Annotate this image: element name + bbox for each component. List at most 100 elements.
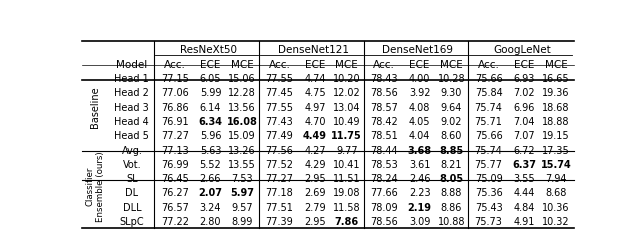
Text: 2.19: 2.19 [408, 202, 431, 212]
Text: 77.55: 77.55 [266, 102, 294, 112]
Text: DLL: DLL [123, 202, 141, 212]
Text: Avg.: Avg. [122, 145, 142, 155]
Text: 2.07: 2.07 [198, 188, 223, 198]
Text: 8.85: 8.85 [439, 145, 463, 155]
Text: 16.65: 16.65 [542, 74, 570, 84]
Text: 3.24: 3.24 [200, 202, 221, 212]
Text: 76.45: 76.45 [161, 174, 189, 184]
Text: DenseNet121: DenseNet121 [278, 45, 349, 55]
Text: 6.93: 6.93 [513, 74, 535, 84]
Text: Acc.: Acc. [269, 60, 291, 70]
Text: 77.18: 77.18 [266, 188, 293, 198]
Text: 76.86: 76.86 [161, 102, 189, 112]
Text: 78.44: 78.44 [370, 145, 398, 155]
Text: 18.68: 18.68 [542, 102, 570, 112]
Text: 4.08: 4.08 [409, 102, 430, 112]
Text: 77.27: 77.27 [161, 131, 189, 141]
Text: 7.07: 7.07 [513, 131, 535, 141]
Text: 75.74: 75.74 [475, 145, 502, 155]
Text: 9.77: 9.77 [336, 145, 358, 155]
Text: 5.63: 5.63 [200, 145, 221, 155]
Text: Head 1: Head 1 [115, 74, 149, 84]
Text: 4.00: 4.00 [409, 74, 430, 84]
Text: 7.02: 7.02 [513, 88, 535, 98]
Text: ResNeXt50: ResNeXt50 [180, 45, 237, 55]
Text: 75.09: 75.09 [475, 174, 502, 184]
Text: Acc.: Acc. [373, 60, 395, 70]
Text: 76.99: 76.99 [161, 159, 189, 169]
Text: 75.77: 75.77 [475, 159, 502, 169]
Text: MCE: MCE [231, 60, 253, 70]
Text: 13.26: 13.26 [228, 145, 256, 155]
Text: 77.49: 77.49 [266, 131, 293, 141]
Text: 77.56: 77.56 [266, 145, 293, 155]
Text: 78.53: 78.53 [370, 159, 398, 169]
Text: 10.41: 10.41 [333, 159, 360, 169]
Text: 8.99: 8.99 [232, 216, 253, 226]
Text: 77.43: 77.43 [266, 116, 293, 126]
Text: Head 4: Head 4 [115, 116, 149, 126]
Text: 4.91: 4.91 [513, 216, 535, 226]
Text: 8.88: 8.88 [441, 188, 462, 198]
Text: 6.72: 6.72 [513, 145, 535, 155]
Text: 75.73: 75.73 [475, 216, 502, 226]
Text: 75.66: 75.66 [475, 74, 502, 84]
Text: 19.15: 19.15 [542, 131, 570, 141]
Text: 78.24: 78.24 [370, 174, 398, 184]
Text: 10.28: 10.28 [438, 74, 465, 84]
Text: SL: SL [126, 174, 138, 184]
Text: GoogLeNet: GoogLeNet [493, 45, 551, 55]
Text: Head 3: Head 3 [115, 102, 149, 112]
Text: 4.04: 4.04 [409, 131, 430, 141]
Text: 12.28: 12.28 [228, 88, 256, 98]
Text: 75.71: 75.71 [475, 116, 502, 126]
Text: 2.95: 2.95 [304, 174, 326, 184]
Text: ECE: ECE [200, 60, 221, 70]
Text: 2.69: 2.69 [304, 188, 326, 198]
Text: 5.99: 5.99 [200, 88, 221, 98]
Text: Acc.: Acc. [164, 60, 186, 70]
Text: 10.49: 10.49 [333, 116, 360, 126]
Text: 3.68: 3.68 [408, 145, 431, 155]
Text: 75.43: 75.43 [475, 202, 502, 212]
Text: 7.86: 7.86 [335, 216, 359, 226]
Text: 13.04: 13.04 [333, 102, 360, 112]
Text: 15.06: 15.06 [228, 74, 256, 84]
Text: 77.66: 77.66 [370, 188, 398, 198]
Text: 5.97: 5.97 [230, 188, 254, 198]
Text: 77.06: 77.06 [161, 88, 189, 98]
Text: 4.29: 4.29 [304, 159, 326, 169]
Text: 13.55: 13.55 [228, 159, 256, 169]
Text: 2.23: 2.23 [409, 188, 430, 198]
Text: 78.57: 78.57 [370, 102, 398, 112]
Text: 12.02: 12.02 [333, 88, 361, 98]
Text: MCE: MCE [440, 60, 463, 70]
Text: 9.57: 9.57 [232, 202, 253, 212]
Text: 4.27: 4.27 [304, 145, 326, 155]
Text: 4.44: 4.44 [513, 188, 535, 198]
Text: 9.30: 9.30 [441, 88, 462, 98]
Text: Acc.: Acc. [477, 60, 500, 70]
Text: 4.84: 4.84 [513, 202, 535, 212]
Text: SLpC: SLpC [120, 216, 144, 226]
Text: 77.13: 77.13 [161, 145, 189, 155]
Text: 2.80: 2.80 [200, 216, 221, 226]
Text: 10.32: 10.32 [542, 216, 570, 226]
Text: 2.79: 2.79 [304, 202, 326, 212]
Text: 18.88: 18.88 [542, 116, 570, 126]
Text: 76.91: 76.91 [161, 116, 189, 126]
Text: 78.09: 78.09 [370, 202, 398, 212]
Text: Head 5: Head 5 [115, 131, 149, 141]
Text: 77.55: 77.55 [266, 74, 294, 84]
Text: 8.60: 8.60 [441, 131, 462, 141]
Text: 6.14: 6.14 [200, 102, 221, 112]
Text: 16.08: 16.08 [227, 116, 258, 126]
Text: 77.27: 77.27 [266, 174, 294, 184]
Text: 75.36: 75.36 [475, 188, 502, 198]
Text: 78.42: 78.42 [370, 116, 398, 126]
Text: 5.52: 5.52 [200, 159, 221, 169]
Text: 2.66: 2.66 [200, 174, 221, 184]
Text: 4.49: 4.49 [303, 131, 327, 141]
Text: 78.43: 78.43 [370, 74, 398, 84]
Text: 13.56: 13.56 [228, 102, 256, 112]
